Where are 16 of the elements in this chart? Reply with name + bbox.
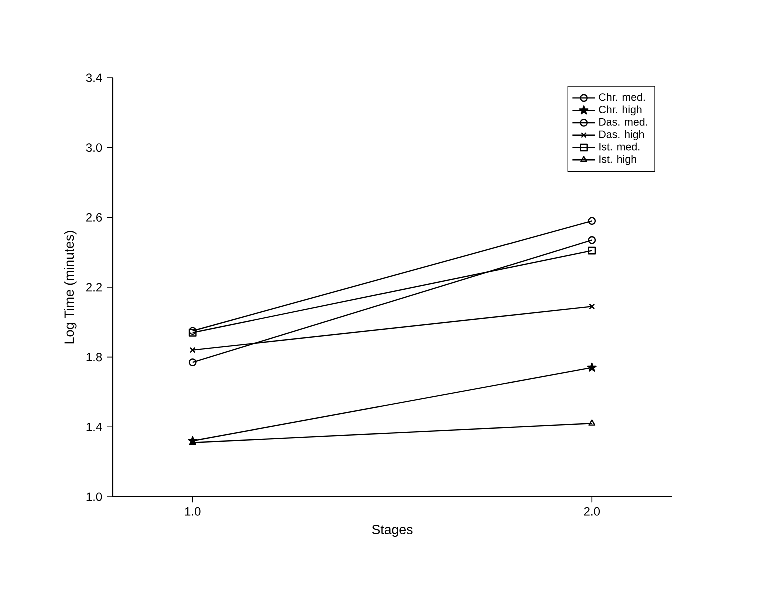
y-tick-label: 2.6 <box>86 213 102 222</box>
y-tick-label: 1.0 <box>86 492 102 502</box>
x-axis-title: Stages <box>372 525 413 538</box>
y-tick-label: 3.4 <box>86 74 102 82</box>
y-tick-label: 3.0 <box>86 144 102 152</box>
y-tick-label: 1.4 <box>86 423 102 432</box>
legend-label: Chr. high <box>599 106 642 116</box>
y-axis-title: Log Time (minutes) <box>64 231 77 344</box>
legend-label: Ist. med. <box>600 142 640 151</box>
x-tick-label: 2.0 <box>584 507 600 516</box>
legend-label: Das. high <box>600 130 644 140</box>
legend-label: Chr. med. <box>599 93 645 102</box>
y-tick-label: 1.8 <box>86 353 102 362</box>
y-tick-label: 2.2 <box>86 283 102 292</box>
legend-label: Das. med. <box>600 118 648 126</box>
legend-label: Ist. high <box>600 155 636 166</box>
